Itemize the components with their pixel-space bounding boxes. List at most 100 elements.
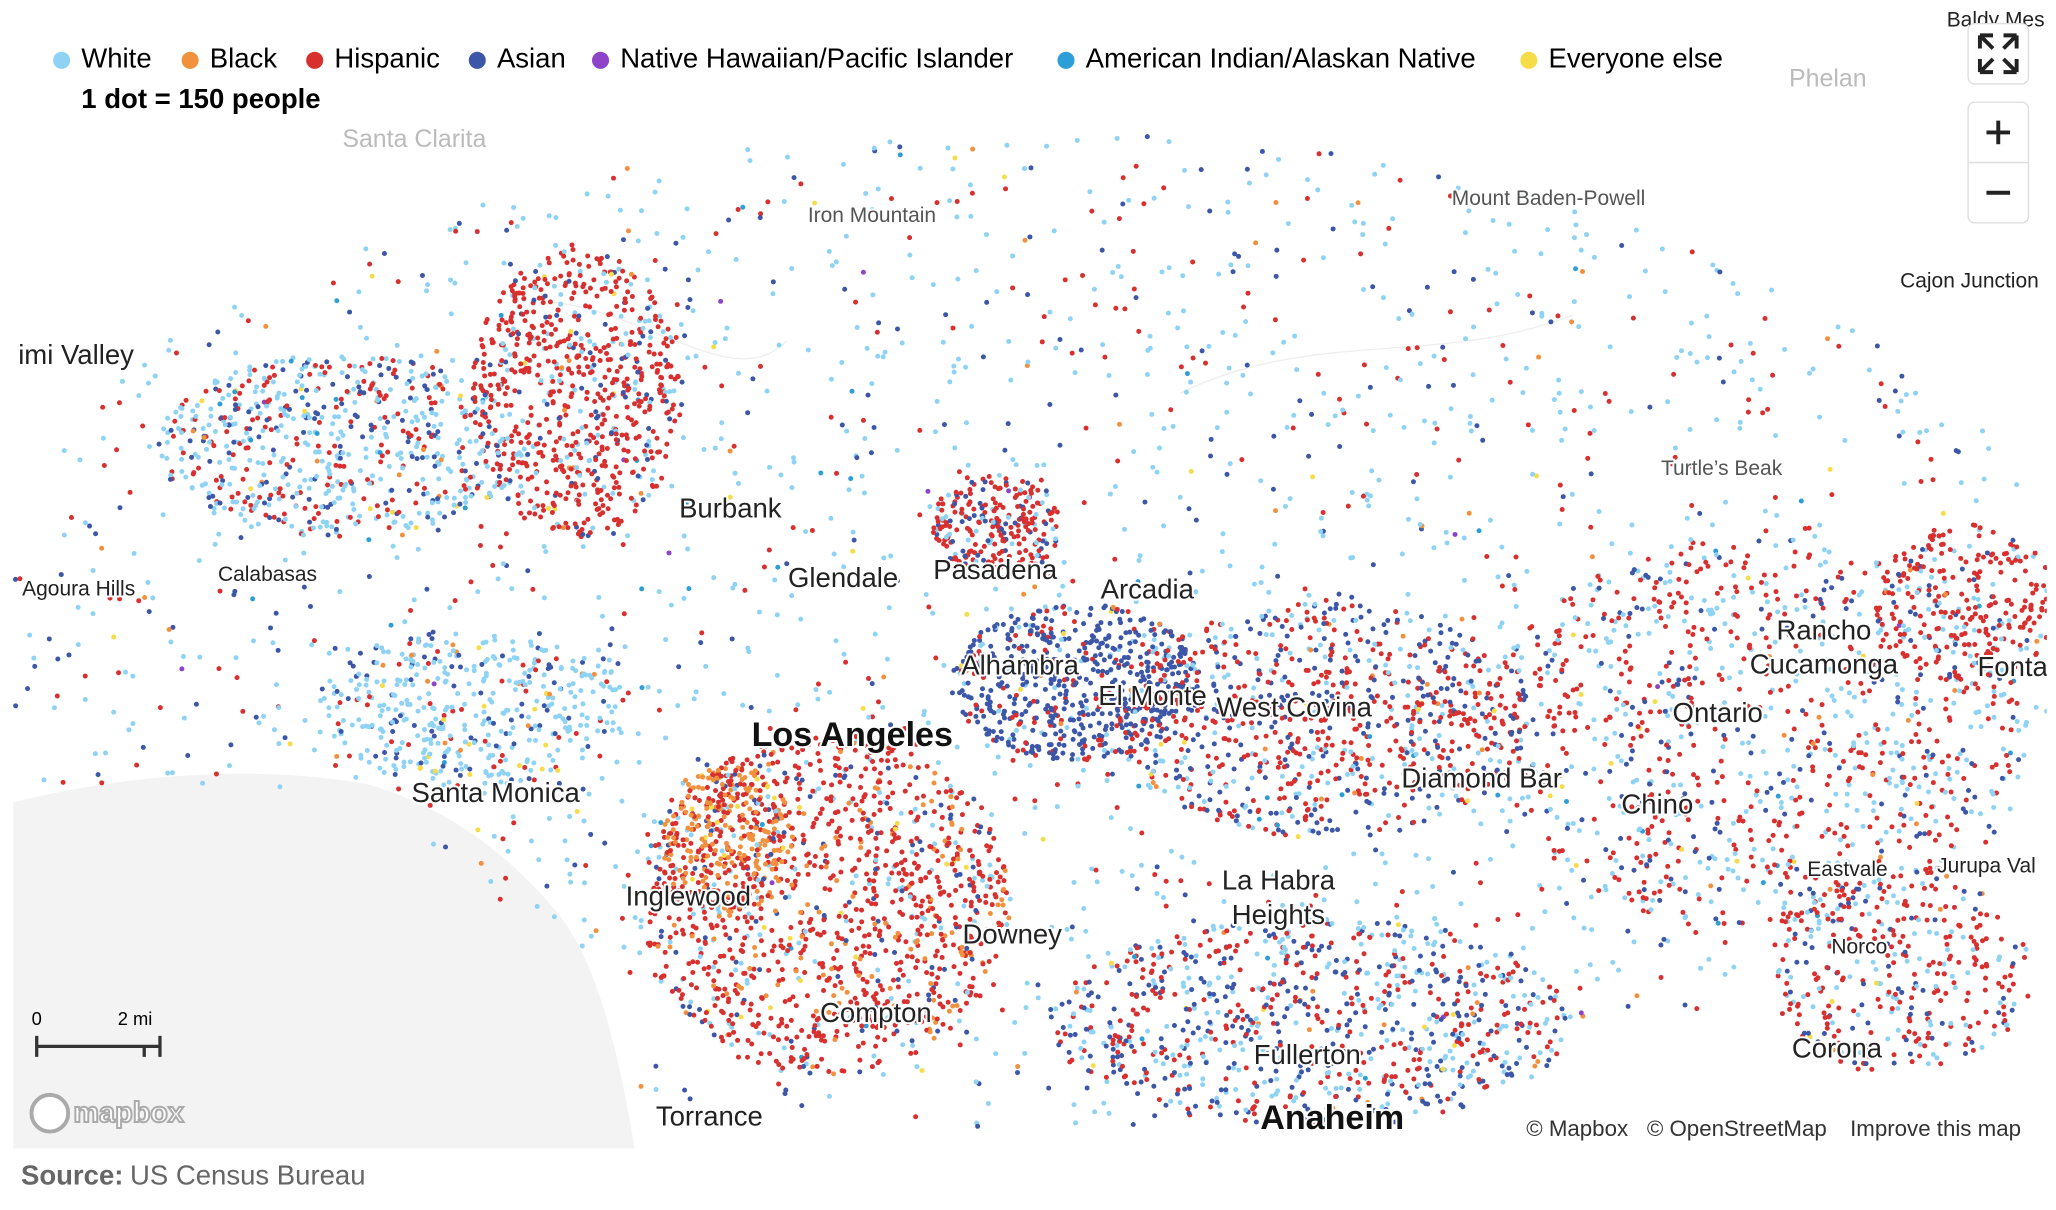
dot — [504, 435, 510, 441]
dot — [1769, 287, 1775, 293]
dot — [970, 864, 976, 870]
dot — [914, 958, 920, 964]
dot — [673, 930, 679, 936]
dot — [326, 488, 332, 494]
dot — [722, 986, 728, 992]
dot — [1006, 488, 1012, 494]
dot — [860, 417, 866, 423]
dot — [1581, 925, 1587, 931]
dot — [1136, 328, 1142, 334]
dot — [390, 371, 396, 377]
dot — [27, 632, 33, 638]
dot — [455, 783, 461, 789]
dot — [919, 898, 925, 904]
dot — [1193, 589, 1199, 595]
dot — [1112, 483, 1118, 489]
dot — [339, 401, 345, 407]
dot — [273, 610, 279, 616]
dot — [1047, 564, 1053, 570]
dot — [661, 829, 667, 835]
dot — [822, 1038, 828, 1044]
dot — [1959, 591, 1965, 597]
dot — [333, 396, 339, 402]
dot — [13, 576, 18, 582]
dot — [887, 780, 893, 786]
dot — [274, 395, 280, 401]
dot — [385, 449, 391, 455]
dot — [377, 765, 383, 771]
dot — [1609, 541, 1615, 547]
dot — [1284, 424, 1290, 430]
dot — [892, 949, 897, 955]
dot — [1081, 500, 1087, 506]
dot — [238, 512, 244, 518]
dot — [869, 714, 875, 720]
dot — [1349, 489, 1355, 495]
dot — [1682, 1002, 1688, 1008]
dot — [588, 933, 594, 939]
dot — [1316, 947, 1322, 953]
dot — [731, 443, 737, 449]
dot — [1743, 809, 1749, 815]
dot — [302, 718, 308, 723]
dot — [1798, 592, 1804, 598]
dot — [857, 807, 863, 813]
dot — [567, 342, 573, 348]
dot — [1571, 299, 1577, 305]
dot — [497, 298, 503, 304]
dot — [526, 440, 532, 446]
dot — [889, 870, 895, 876]
dot — [1104, 778, 1110, 784]
dot — [724, 325, 730, 331]
dot — [1697, 510, 1703, 516]
dot — [1225, 199, 1231, 205]
dot — [518, 483, 524, 489]
dot — [802, 928, 808, 934]
dot — [1363, 775, 1369, 781]
dot — [398, 456, 404, 462]
dot — [350, 485, 356, 491]
dot — [532, 279, 538, 285]
dot — [595, 413, 601, 419]
dot — [652, 189, 658, 195]
dot — [604, 720, 610, 726]
dot — [767, 1051, 773, 1057]
dot — [1382, 860, 1388, 866]
dot — [1049, 924, 1055, 930]
dot — [866, 944, 872, 950]
dot — [633, 356, 639, 362]
dot — [848, 918, 854, 924]
dot — [518, 440, 524, 446]
dot — [480, 640, 486, 646]
dot — [1827, 886, 1833, 892]
dot — [1382, 241, 1388, 247]
dot — [510, 814, 516, 820]
dot — [583, 303, 589, 309]
dot — [620, 268, 626, 274]
dot — [1034, 462, 1040, 468]
dot — [233, 655, 239, 661]
dot — [516, 501, 522, 506]
dot — [1540, 977, 1546, 983]
dot — [217, 459, 223, 465]
dot — [1001, 864, 1007, 870]
dot — [678, 322, 684, 328]
dot — [322, 370, 328, 376]
dot — [1248, 1036, 1254, 1042]
dot — [748, 761, 754, 767]
dot — [534, 486, 540, 492]
dot — [502, 347, 508, 353]
dot — [111, 634, 117, 640]
dot — [358, 755, 364, 761]
dot — [862, 435, 868, 441]
dot — [810, 1013, 816, 1019]
dot — [711, 983, 717, 989]
dot — [583, 423, 589, 429]
dot — [611, 474, 617, 480]
dot — [890, 790, 896, 796]
dot — [929, 931, 935, 937]
dot — [1409, 311, 1415, 317]
dot — [654, 361, 660, 367]
